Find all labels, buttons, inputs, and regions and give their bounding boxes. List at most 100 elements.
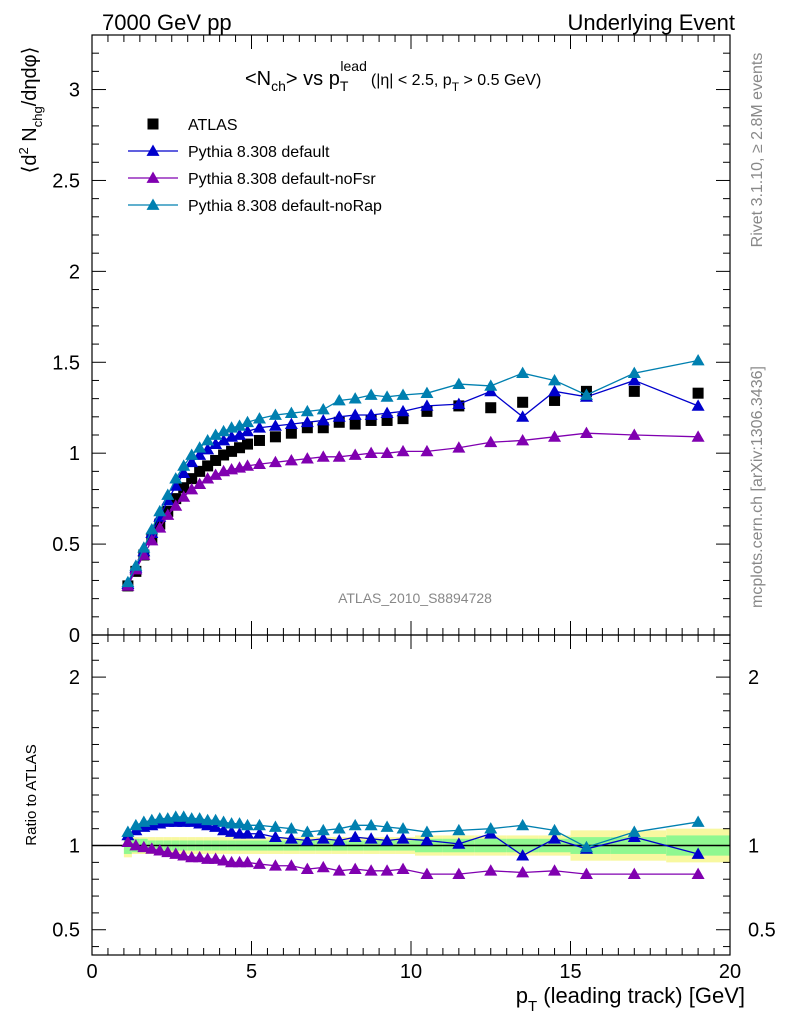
- point-noRap: [241, 415, 255, 428]
- point-atlas: [549, 394, 561, 406]
- point-noRap: [121, 575, 135, 588]
- point-noRap: [185, 448, 199, 460]
- x-axis-label: pT (leading track) [GeV]: [516, 983, 745, 1015]
- point-atlas: [202, 460, 214, 472]
- ratio-tick-label-left: 2: [69, 667, 80, 689]
- y-axis-label: ⟨d2 Nchg/dηdφ⟩: [16, 47, 45, 174]
- plot-title: <Nch> vs pTlead(|η| < 2.5, pT > 0.5 GeV): [245, 58, 541, 94]
- point-default: [627, 373, 641, 386]
- point-noFsr: [300, 452, 314, 464]
- point-noFsr: [209, 468, 223, 480]
- point-noFsr: [241, 459, 255, 471]
- ratio-point-noFsr: [396, 862, 410, 874]
- ratio-point-noRap: [627, 825, 641, 837]
- point-atlas: [692, 387, 704, 399]
- ratio-point-noFsr: [420, 867, 434, 880]
- point-noFsr: [579, 426, 593, 439]
- legend-marker-noRap: [146, 198, 160, 210]
- ratio-point-noFsr: [169, 847, 183, 859]
- ratio-point-noRap: [284, 822, 298, 834]
- ratio-point-noFsr: [241, 855, 255, 868]
- y-tick-label: 0: [69, 625, 80, 647]
- point-noRap: [364, 388, 378, 400]
- ratio-point-noRap: [484, 822, 498, 834]
- ratio-point-noRap: [316, 823, 330, 836]
- ratio-point-noFsr: [137, 840, 151, 853]
- point-noRap: [348, 392, 362, 404]
- mcplots-label: mcplots.cern.ch [arXiv:1306.3436]: [749, 366, 766, 608]
- point-noFsr: [268, 455, 282, 468]
- point-noRap: [268, 408, 282, 420]
- ratio-tick-label-right: 1: [748, 836, 759, 858]
- point-noFsr: [284, 453, 298, 466]
- ratio-point-default: [316, 832, 330, 844]
- legend-marker-default: [146, 144, 160, 156]
- ratio-point-default: [332, 833, 346, 846]
- point-default: [252, 421, 266, 433]
- ratio-point-noRap: [233, 817, 247, 829]
- ratio-point-noRap: [268, 820, 282, 832]
- point-atlas: [253, 434, 265, 446]
- ratio-tick-label-right: 0.5: [748, 920, 776, 942]
- point-atlas: [226, 445, 238, 457]
- point-noFsr: [137, 548, 151, 560]
- ratio-point-noRap: [193, 812, 207, 824]
- ratio-point-default: [284, 832, 298, 844]
- ratio-point-default: [225, 825, 239, 837]
- ratio-point-noRap: [452, 823, 466, 836]
- ratio-point-default: [252, 827, 266, 839]
- point-noFsr: [396, 444, 410, 457]
- point-default: [691, 399, 705, 411]
- point-noRap: [137, 541, 151, 553]
- legend: ATLAS Pythia 8.308 default Pythia 8.308 de…: [128, 117, 382, 215]
- series-line-default: [127, 379, 699, 585]
- ratio-point-noRap: [252, 818, 266, 831]
- point-noFsr: [548, 430, 562, 442]
- point-default: [420, 399, 434, 411]
- point-atlas: [485, 402, 497, 414]
- point-atlas: [170, 493, 182, 505]
- point-atlas: [301, 422, 313, 434]
- point-noFsr: [516, 433, 530, 446]
- ratio-point-noFsr: [209, 852, 223, 864]
- point-noRap: [332, 393, 346, 406]
- point-default: [452, 397, 466, 409]
- ratio-point-default: [548, 832, 562, 844]
- point-noRap: [420, 386, 434, 399]
- ratio-point-noRap: [348, 818, 362, 831]
- ratio-point-default: [241, 827, 255, 839]
- point-default: [268, 419, 282, 431]
- ratio-point-noRap: [332, 822, 346, 834]
- ratio-point-noFsr: [252, 857, 266, 869]
- x-tick-label: 10: [400, 961, 422, 983]
- ratio-point-noFsr: [217, 854, 231, 866]
- point-atlas: [194, 465, 206, 477]
- ratio-point-noRap: [364, 818, 378, 831]
- point-noFsr: [169, 499, 183, 511]
- ratio-point-noRap: [691, 815, 705, 827]
- ratio-point-noRap: [241, 818, 255, 831]
- point-noRap: [396, 388, 410, 400]
- point-default: [316, 413, 330, 426]
- point-atlas: [381, 414, 393, 426]
- ratio-point-noRap: [300, 825, 314, 837]
- point-noRap: [233, 419, 247, 431]
- point-noFsr: [420, 444, 434, 457]
- point-noFsr: [145, 533, 159, 546]
- point-default: [516, 410, 530, 422]
- point-noRap: [548, 373, 562, 386]
- point-default: [185, 455, 199, 468]
- x-tick-label: 15: [559, 961, 581, 983]
- ratio-point-noFsr: [145, 842, 159, 854]
- point-noRap: [252, 412, 266, 424]
- point-default: [396, 404, 410, 417]
- point-atlas: [242, 438, 254, 450]
- ratio-point-noFsr: [268, 859, 282, 871]
- point-default: [380, 406, 394, 419]
- y-tick-label: 2.5: [52, 170, 80, 192]
- point-default: [284, 417, 298, 429]
- ratio-point-noFsr: [161, 845, 175, 858]
- point-noRap: [153, 504, 167, 517]
- y-tick-label: 2: [69, 261, 80, 283]
